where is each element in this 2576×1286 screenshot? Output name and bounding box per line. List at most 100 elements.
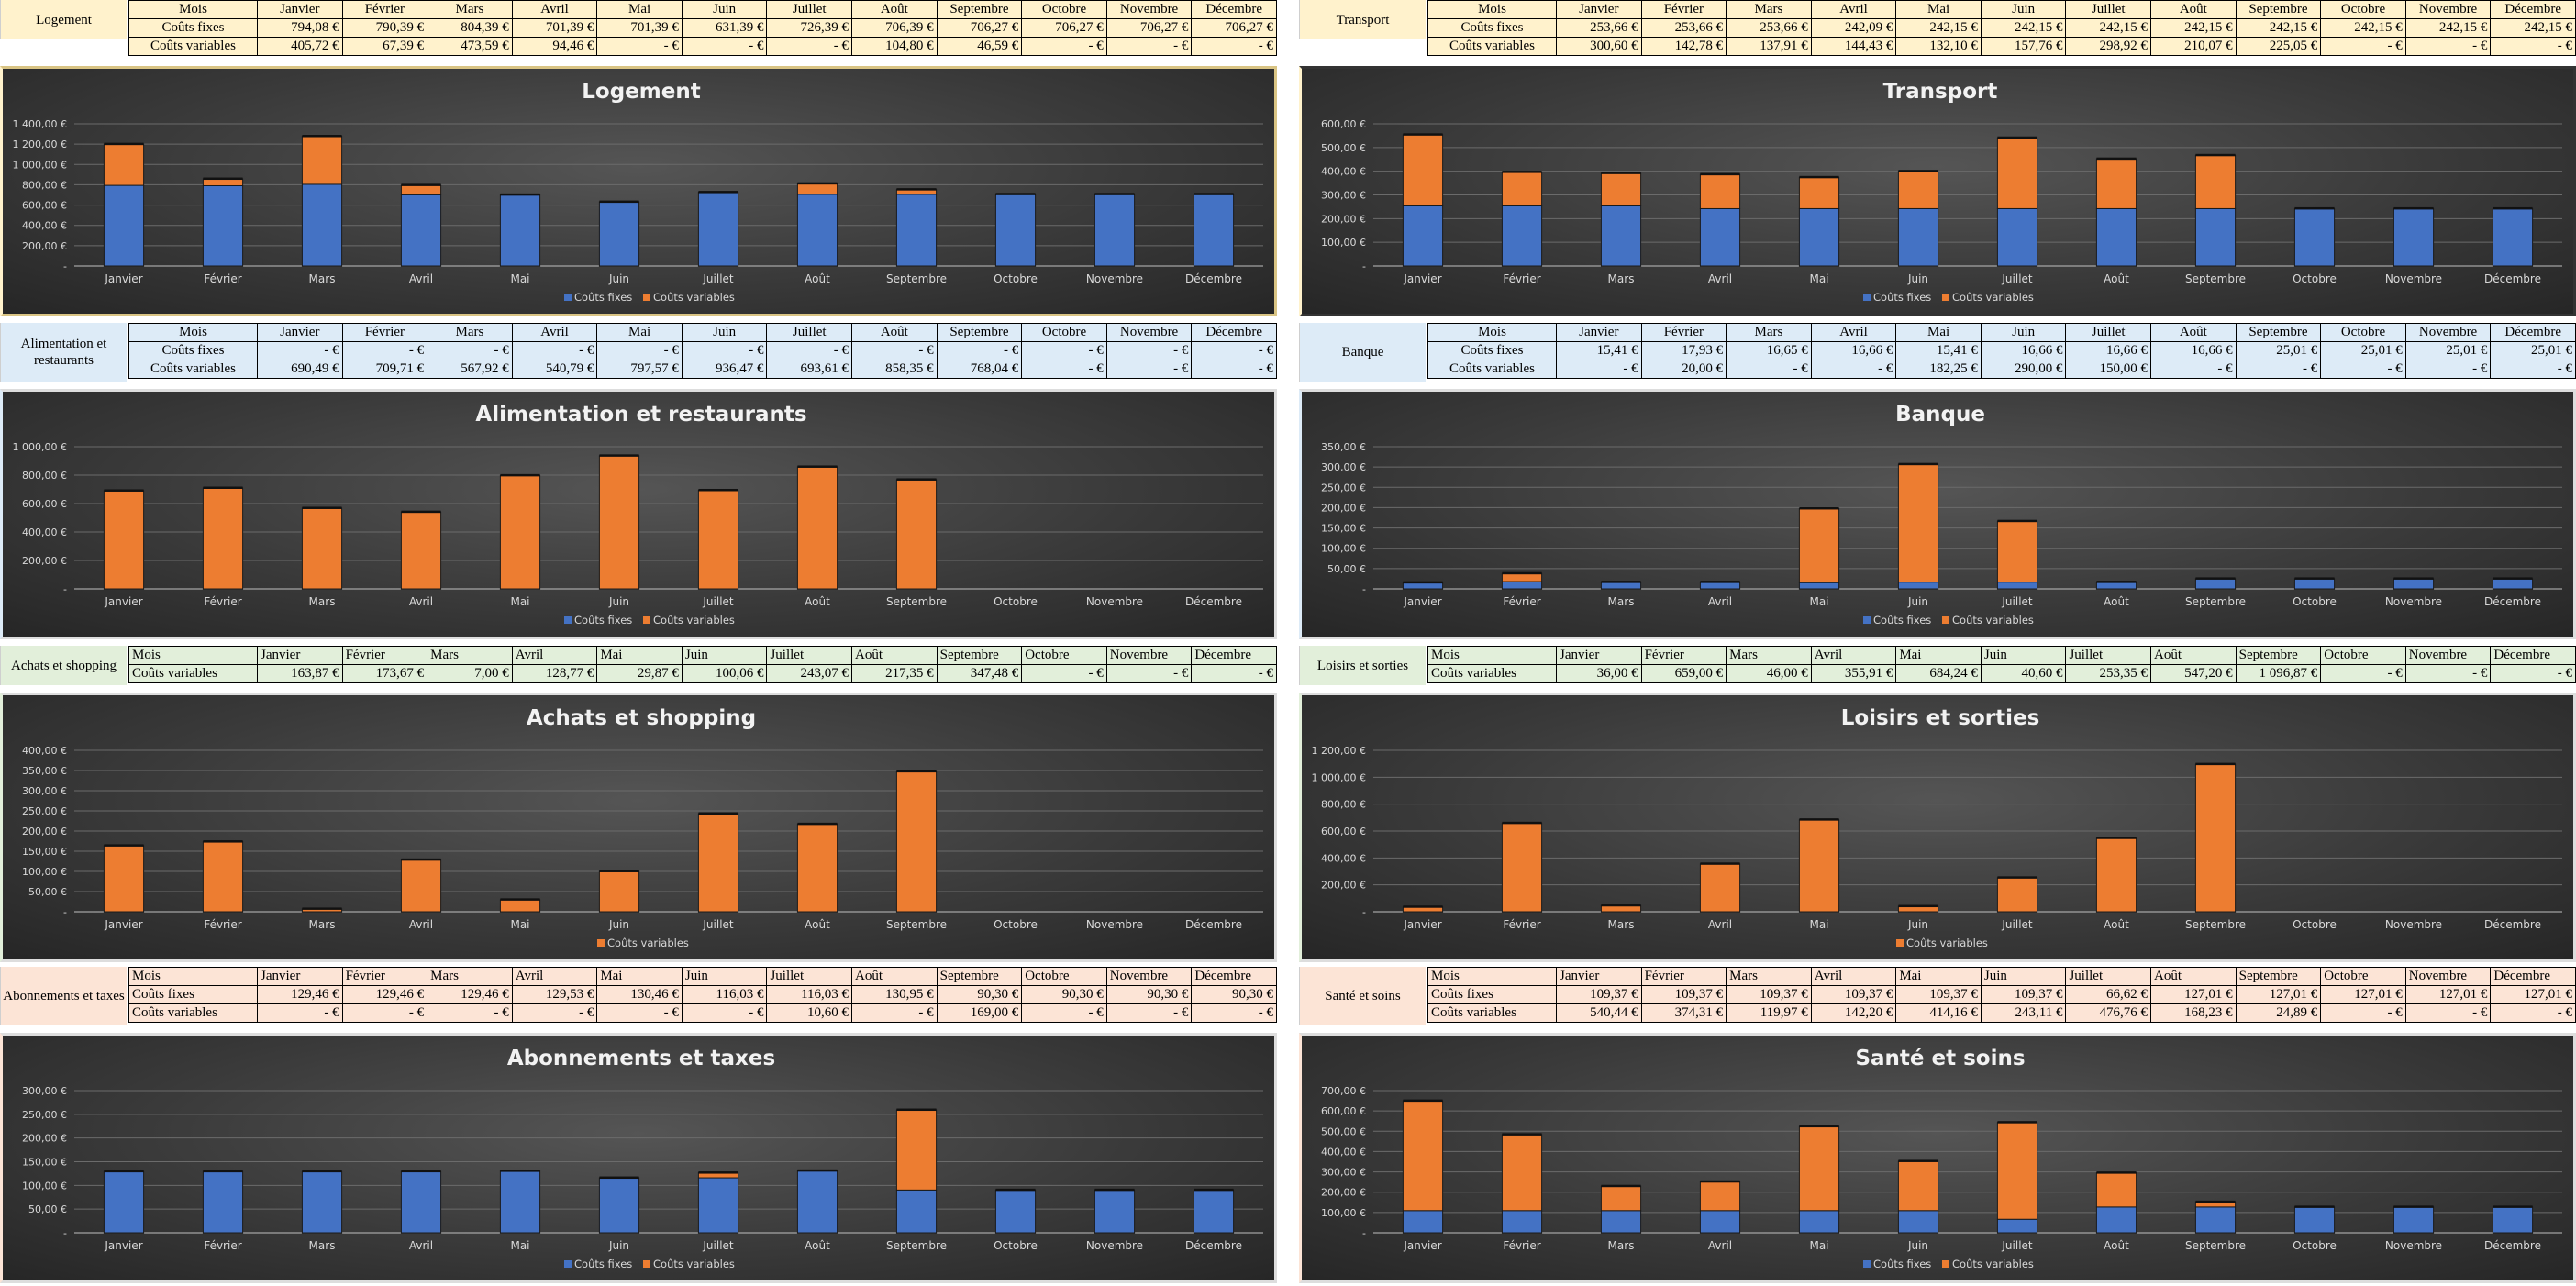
month-header[interactable]: Avril — [511, 323, 598, 342]
month-header[interactable]: Août — [2150, 0, 2237, 19]
table-cell[interactable]: 567,92 € — [427, 360, 513, 379]
table-cell[interactable]: - € — [1021, 360, 1107, 379]
row-label[interactable]: Coûts fixes — [128, 985, 258, 1004]
table-cell[interactable]: 16,66 € — [1980, 341, 2067, 360]
month-header[interactable]: Janvier — [257, 323, 343, 342]
table-cell[interactable]: 298,92 € — [2065, 37, 2152, 56]
table-cell[interactable]: - € — [2490, 360, 2576, 379]
table-cell[interactable]: - € — [681, 1003, 768, 1023]
month-header[interactable]: Novembre — [2404, 967, 2492, 986]
month-header[interactable]: Février — [341, 0, 428, 19]
row-label[interactable]: Coûts fixes — [1427, 18, 1557, 38]
month-header[interactable]: Octobre — [2320, 0, 2406, 19]
table-cell[interactable]: - € — [766, 341, 853, 360]
month-header[interactable]: Septembre — [2235, 0, 2322, 19]
month-header[interactable]: Décembre — [1191, 967, 1277, 986]
table-cell[interactable]: 127,01 € — [2320, 985, 2406, 1004]
table-cell[interactable]: - € — [2490, 37, 2576, 56]
category-name-cell[interactable]: Santé et soins — [1299, 967, 1426, 1025]
table-cell[interactable]: 242,15 € — [2320, 18, 2406, 38]
table-cell[interactable]: 540,44 € — [1556, 1003, 1642, 1023]
table-cell[interactable]: 130,46 € — [596, 985, 683, 1004]
row-label[interactable]: Coûts variables — [1427, 360, 1557, 379]
table-cell[interactable]: 355,91 € — [1810, 664, 1897, 683]
table-cell[interactable]: 253,35 € — [2065, 664, 2152, 683]
table-cell[interactable]: - € — [1021, 664, 1107, 683]
table-cell[interactable]: 300,60 € — [1556, 37, 1642, 56]
month-header[interactable]: Décembre — [2490, 323, 2576, 342]
table-cell[interactable]: - € — [2320, 664, 2406, 683]
row-label[interactable]: Mois — [128, 646, 258, 665]
table-cell[interactable]: - € — [851, 1003, 938, 1023]
table-cell[interactable]: 109,37 € — [1895, 985, 1982, 1004]
month-header[interactable]: Décembre — [2490, 967, 2576, 986]
category-name-cell[interactable]: Transport — [1299, 0, 1426, 39]
table-cell[interactable]: 40,60 € — [1980, 664, 2067, 683]
table-cell[interactable]: 253,66 € — [1640, 18, 1727, 38]
month-header[interactable]: Novembre — [1105, 646, 1193, 665]
month-header[interactable]: Décembre — [1191, 646, 1277, 665]
month-header[interactable]: Mai — [596, 646, 683, 665]
table-cell[interactable]: 210,07 € — [2150, 37, 2237, 56]
table-cell[interactable]: 217,35 € — [851, 664, 938, 683]
month-header[interactable]: Décembre — [1191, 323, 1277, 342]
table-cell[interactable]: 347,48 € — [936, 664, 1023, 683]
table-cell[interactable]: 242,15 € — [2404, 18, 2492, 38]
month-header[interactable]: Octobre — [1021, 967, 1107, 986]
row-label[interactable]: Coûts fixes — [128, 18, 258, 38]
table-cell[interactable]: 173,67 € — [341, 664, 428, 683]
row-label[interactable]: Coûts variables — [128, 664, 258, 683]
table-cell[interactable]: 547,20 € — [2150, 664, 2237, 683]
table-cell[interactable]: - € — [2404, 664, 2492, 683]
row-label[interactable]: Coûts variables — [1427, 1003, 1557, 1023]
month-header[interactable]: Mai — [1895, 0, 1982, 19]
table-cell[interactable]: 90,30 € — [1191, 985, 1277, 1004]
month-header[interactable]: Juillet — [2065, 646, 2152, 665]
table-cell[interactable]: 726,39 € — [766, 18, 853, 38]
table-cell[interactable]: 797,57 € — [596, 360, 683, 379]
table-cell[interactable]: - € — [1726, 360, 1812, 379]
table-cell[interactable]: 142,78 € — [1640, 37, 1727, 56]
table-cell[interactable]: 659,00 € — [1640, 664, 1727, 683]
row-label[interactable]: Coûts variables — [128, 360, 258, 379]
row-label[interactable]: Mois — [1427, 0, 1557, 19]
table-cell[interactable]: 242,15 € — [2065, 18, 2152, 38]
month-header[interactable]: Février — [1640, 323, 1727, 342]
table-cell[interactable]: - € — [511, 1003, 598, 1023]
table-cell[interactable]: 631,39 € — [681, 18, 768, 38]
table-cell[interactable]: - € — [1191, 664, 1277, 683]
month-header[interactable]: Mai — [1895, 323, 1982, 342]
table-cell[interactable]: 253,66 € — [1556, 18, 1642, 38]
month-header[interactable]: Juillet — [766, 967, 853, 986]
table-cell[interactable]: 119,97 € — [1726, 1003, 1812, 1023]
table-cell[interactable]: - € — [596, 37, 683, 56]
table-cell[interactable]: 242,09 € — [1810, 18, 1897, 38]
table-cell[interactable]: 473,59 € — [427, 37, 513, 56]
table-cell[interactable]: 405,72 € — [257, 37, 343, 56]
table-cell[interactable]: 116,03 € — [766, 985, 853, 1004]
table-cell[interactable]: 290,00 € — [1980, 360, 2067, 379]
table-cell[interactable]: 706,27 € — [1105, 18, 1193, 38]
table-cell[interactable]: 16,66 € — [2065, 341, 2152, 360]
table-cell[interactable]: 242,15 € — [1895, 18, 1982, 38]
table-cell[interactable]: 67,39 € — [341, 37, 428, 56]
table-cell[interactable]: - € — [2490, 1003, 2576, 1023]
table-cell[interactable]: 701,39 € — [511, 18, 598, 38]
table-cell[interactable]: 132,10 € — [1895, 37, 1982, 56]
row-label[interactable]: Mois — [1427, 646, 1557, 665]
table-cell[interactable]: 157,76 € — [1980, 37, 2067, 56]
month-header[interactable]: Août — [851, 0, 938, 19]
table-cell[interactable]: 25,01 € — [2404, 341, 2492, 360]
month-header[interactable]: Novembre — [1105, 0, 1193, 19]
month-header[interactable]: Mars — [1726, 646, 1812, 665]
table-cell[interactable]: - € — [1191, 341, 1277, 360]
table-cell[interactable]: - € — [2404, 1003, 2492, 1023]
month-header[interactable]: Mars — [427, 0, 513, 19]
month-header[interactable]: Mai — [1895, 646, 1982, 665]
table-cell[interactable]: 25,01 € — [2490, 341, 2576, 360]
table-cell[interactable]: 790,39 € — [341, 18, 428, 38]
table-cell[interactable]: 794,08 € — [257, 18, 343, 38]
table-cell[interactable]: 150,00 € — [2065, 360, 2152, 379]
month-header[interactable]: Mai — [596, 0, 683, 19]
month-header[interactable]: Août — [851, 323, 938, 342]
